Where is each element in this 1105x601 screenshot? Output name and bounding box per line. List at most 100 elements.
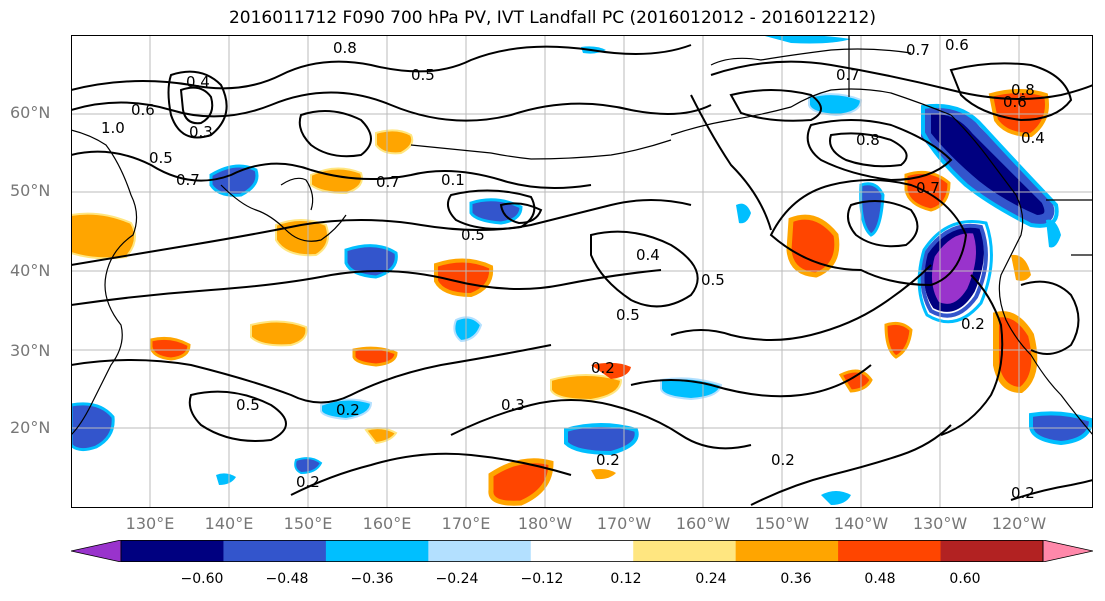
map-panel: 0.4 0.3 0.5 0.6 0.8 1.0 0.7 0.5 0.7 0.1 … — [71, 35, 1093, 508]
colorbar-segment — [530, 540, 634, 562]
graticule — [71, 35, 1093, 508]
lon-label-170w: 170°W — [596, 514, 652, 533]
shade-blob — [209, 164, 259, 197]
colorbar-extend-max — [1042, 540, 1093, 562]
contour-label: 0.2 — [771, 451, 795, 469]
contour-line — [949, 62, 1073, 122]
shade-blob — [884, 321, 913, 359]
contour-label: 0.6 — [945, 36, 969, 54]
colorbar-tick-label: −0.24 — [435, 571, 479, 587]
shade-blob — [808, 93, 863, 117]
contour-line — [499, 202, 543, 225]
contour-line — [590, 230, 699, 308]
contour-line — [1010, 479, 1093, 501]
colorbar-segment — [735, 540, 839, 562]
coastline-alaska — [670, 88, 952, 136]
contour-label: 0.8 — [856, 131, 880, 149]
map-title: 2016011712 F090 700 hPa PV, IVT Landfall… — [228, 8, 876, 28]
shade-blob — [71, 402, 115, 452]
contour-line — [710, 60, 1093, 100]
contour-line — [670, 264, 932, 341]
colorbar-segment — [838, 540, 942, 562]
contour-label: 0.5 — [149, 149, 173, 167]
contour-line — [940, 274, 1004, 436]
colorbar-tick-label: 0.48 — [864, 571, 896, 587]
contour-label: 0.2 — [296, 473, 320, 491]
lon-label-130e: 130°E — [125, 514, 175, 533]
contour-line — [729, 89, 822, 122]
contour-line — [290, 452, 572, 496]
contour-label: 0.7 — [176, 171, 200, 189]
lon-label-180w: 180°W — [517, 514, 573, 533]
contour-label: 0.7 — [916, 179, 940, 197]
shade-blob — [310, 167, 363, 195]
contour-line — [450, 399, 752, 450]
shade-blob — [564, 423, 639, 456]
colorbar-tick-label: −0.60 — [180, 571, 224, 587]
shade-blob — [786, 214, 840, 278]
coastline-north-america — [950, 114, 1093, 436]
shade-blob — [993, 311, 1038, 394]
lat-label-60n: 60°N — [10, 103, 51, 122]
contour-line — [71, 150, 592, 190]
coastline-japan — [220, 184, 347, 242]
colorbar-segment — [940, 540, 1044, 562]
contour-line — [71, 199, 692, 266]
colorbar-segments — [71, 540, 1093, 562]
contour-label: 0.4 — [1021, 129, 1045, 147]
contour-label: 0.5 — [236, 396, 260, 414]
lon-label-150w: 150°W — [754, 514, 810, 533]
contour-label: 0.5 — [701, 271, 725, 289]
contour-labels: 0.4 0.3 0.5 0.6 0.8 1.0 0.7 0.5 0.7 0.1 … — [101, 36, 1045, 502]
colorbar-segment — [223, 540, 327, 562]
contour-line — [750, 424, 952, 506]
colorbar-segment — [121, 540, 224, 562]
shade-blob — [921, 103, 1059, 228]
lon-label-150e: 150°E — [283, 514, 333, 533]
contour-label: 0.5 — [411, 66, 435, 84]
shade-blob — [71, 212, 136, 260]
colorbar — [71, 540, 1093, 562]
shade-blob — [550, 374, 623, 402]
lon-label-130w: 130°W — [912, 514, 968, 533]
contour-label: 0.3 — [189, 123, 213, 141]
shade-blob — [761, 35, 851, 44]
lat-label-20n: 20°N — [10, 418, 51, 437]
contour-label: 0.7 — [376, 173, 400, 191]
contour-label: 0.4 — [186, 73, 210, 91]
contour-label: 0.7 — [906, 41, 930, 59]
contour-line — [769, 179, 968, 287]
colorbar-tick-label: −0.12 — [520, 571, 564, 587]
contour-label: 0.5 — [616, 306, 640, 324]
shade-blob — [375, 129, 414, 155]
coastline-asia — [71, 129, 138, 436]
shade-blob — [736, 203, 751, 224]
shade-blob — [352, 346, 398, 367]
contour-line — [188, 390, 287, 442]
lon-label-160w: 160°W — [675, 514, 731, 533]
contour-label: 1.0 — [101, 119, 125, 137]
shade-blob — [821, 491, 851, 505]
shade-blob — [838, 369, 873, 393]
contour-label: 0.7 — [836, 66, 860, 84]
lat-label-50n: 50°N — [10, 181, 51, 200]
map-border — [71, 35, 1093, 508]
lon-label-160e: 160°E — [362, 514, 412, 533]
contour-line — [630, 364, 872, 398]
contour-line — [1020, 280, 1080, 355]
colorbar-tick-label: −0.36 — [350, 571, 394, 587]
contour-label: 0.2 — [591, 359, 615, 377]
contour-line — [179, 86, 214, 125]
colorbar-extend-min — [71, 540, 122, 562]
shade-blob — [920, 223, 988, 318]
shade-blob — [591, 469, 616, 480]
contour-line — [806, 119, 953, 182]
contour-line — [71, 344, 552, 404]
contour-label: 0.5 — [461, 226, 485, 244]
contour-label: 0.4 — [636, 246, 660, 264]
contour-label: 0.2 — [596, 451, 620, 469]
colorbar-segment — [428, 540, 532, 562]
contour-line — [829, 132, 908, 168]
shade-blob — [591, 362, 631, 379]
colorbar-tick-label: 0.60 — [949, 571, 981, 587]
